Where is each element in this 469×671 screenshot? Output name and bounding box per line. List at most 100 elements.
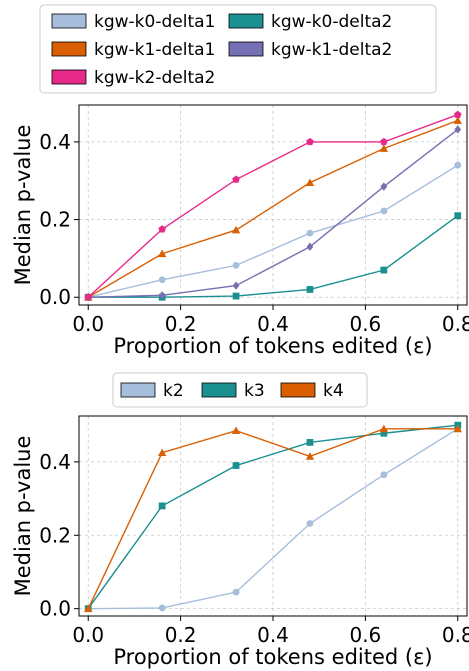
legend-swatch xyxy=(51,13,87,29)
data-point xyxy=(157,249,167,258)
data-point xyxy=(306,439,314,446)
legend: k2 k3 k4 xyxy=(112,372,368,408)
data-point xyxy=(158,291,166,300)
data-point xyxy=(157,448,167,457)
legend-swatch xyxy=(120,382,156,398)
data-point xyxy=(158,276,166,284)
legend-swatch xyxy=(280,382,316,398)
y-tick-label: 0.0 xyxy=(39,285,71,309)
x-tick-label: 0.4 xyxy=(257,623,289,647)
data-point xyxy=(453,424,462,433)
data-point xyxy=(453,110,462,118)
legend-swatch xyxy=(228,41,264,57)
series-line xyxy=(88,164,459,298)
legend-swatch xyxy=(228,13,264,29)
legend-item-k2: k2 xyxy=(120,381,184,401)
data-point xyxy=(84,293,93,301)
data-point xyxy=(232,261,240,269)
legend-label: k4 xyxy=(323,381,344,401)
legend-frame xyxy=(112,372,368,408)
data-point xyxy=(232,588,240,596)
legend-swatch xyxy=(51,69,87,85)
y-tick-label: 0.4 xyxy=(39,130,71,154)
y-axis-label: Median p-value xyxy=(11,436,35,597)
series-line xyxy=(88,128,459,298)
data-point xyxy=(306,137,314,146)
data-point xyxy=(454,161,462,169)
data-point xyxy=(380,182,388,191)
data-point xyxy=(380,471,388,479)
y-tick-label: 0.2 xyxy=(39,523,71,547)
legend-label: k3 xyxy=(244,381,265,401)
series-k4 xyxy=(84,424,462,613)
data-point xyxy=(158,225,166,233)
legend-item-kgw-k1-delta1: kgw-k1-delta1 xyxy=(51,40,215,60)
series-line xyxy=(87,114,459,298)
data-point xyxy=(454,212,462,220)
y-tick-label: 0.4 xyxy=(39,450,71,474)
data-point xyxy=(379,424,389,433)
x-tick-label: 0.0 xyxy=(72,623,104,647)
x-tick-label: 0.4 xyxy=(257,312,289,336)
legend-label: kgw-k1-delta1 xyxy=(94,40,215,60)
data-point xyxy=(158,604,166,612)
data-point xyxy=(306,242,314,251)
data-point xyxy=(379,144,389,152)
series-line xyxy=(87,428,458,609)
data-point xyxy=(380,429,388,437)
legend-item-kgw-k2-delta2: kgw-k2-delta2 xyxy=(51,68,215,88)
gridlines xyxy=(79,416,467,616)
y-axis-label: Median p-value xyxy=(11,125,35,286)
x-tick-label: 0.8 xyxy=(442,312,469,336)
y-tick-label: 0.2 xyxy=(39,208,71,232)
series-k3 xyxy=(84,421,462,613)
series-line xyxy=(88,428,459,610)
data-point xyxy=(306,229,314,237)
legend-swatch xyxy=(51,41,87,57)
data-point xyxy=(453,116,462,124)
x-tick-label: 0.6 xyxy=(349,623,381,647)
legend-label: kgw-k2-delta2 xyxy=(94,68,215,88)
data-point xyxy=(380,207,388,215)
x-tick-label: 0.8 xyxy=(442,623,469,647)
data-point xyxy=(232,281,240,290)
legend-item-kgw-k0-delta1: kgw-k0-delta1 xyxy=(51,12,215,32)
data-point xyxy=(380,137,388,146)
y-tick-label: 0.0 xyxy=(39,597,71,621)
data-point xyxy=(306,286,314,293)
legend-swatch xyxy=(201,382,237,398)
legend-item-kgw-k1-delta2: kgw-k1-delta2 xyxy=(228,40,392,60)
data-point xyxy=(305,452,315,460)
x-tick-label: 0.6 xyxy=(349,312,381,336)
legend-item-k4: k4 xyxy=(280,381,344,401)
data-point xyxy=(454,125,462,134)
x-tick-label: 0.2 xyxy=(165,312,197,336)
x-tick-label: 0.0 xyxy=(72,312,104,336)
data-point xyxy=(158,502,166,510)
series-line xyxy=(87,119,459,298)
legend-label: kgw-k1-delta2 xyxy=(271,40,392,60)
legend: kgw-k0-delta1 kgw-k0-delta2 kgw-k1-delta1 k… xyxy=(39,4,437,94)
x-tick-label: 0.2 xyxy=(165,623,197,647)
legend-item-k3: k3 xyxy=(201,381,265,401)
series-line xyxy=(87,424,458,610)
x-axis-label: Proportion of tokens edited (ε) xyxy=(113,334,432,358)
data-point xyxy=(232,292,240,300)
data-point xyxy=(306,520,314,527)
legend-label: k2 xyxy=(163,381,184,401)
data-point xyxy=(232,175,240,183)
legend-label: kgw-k0-delta1 xyxy=(94,12,215,32)
gridlines xyxy=(79,105,467,305)
data-point xyxy=(84,604,93,613)
data-point xyxy=(380,266,388,274)
series-kgw-k2-delta2 xyxy=(84,110,462,301)
legend-item-kgw-k0-delta2: kgw-k0-delta2 xyxy=(228,12,392,32)
series-line xyxy=(88,215,459,298)
data-point xyxy=(232,462,240,469)
data-point xyxy=(231,225,241,234)
x-axis-label: Proportion of tokens edited (ε) xyxy=(113,645,432,669)
data-point xyxy=(231,426,241,435)
